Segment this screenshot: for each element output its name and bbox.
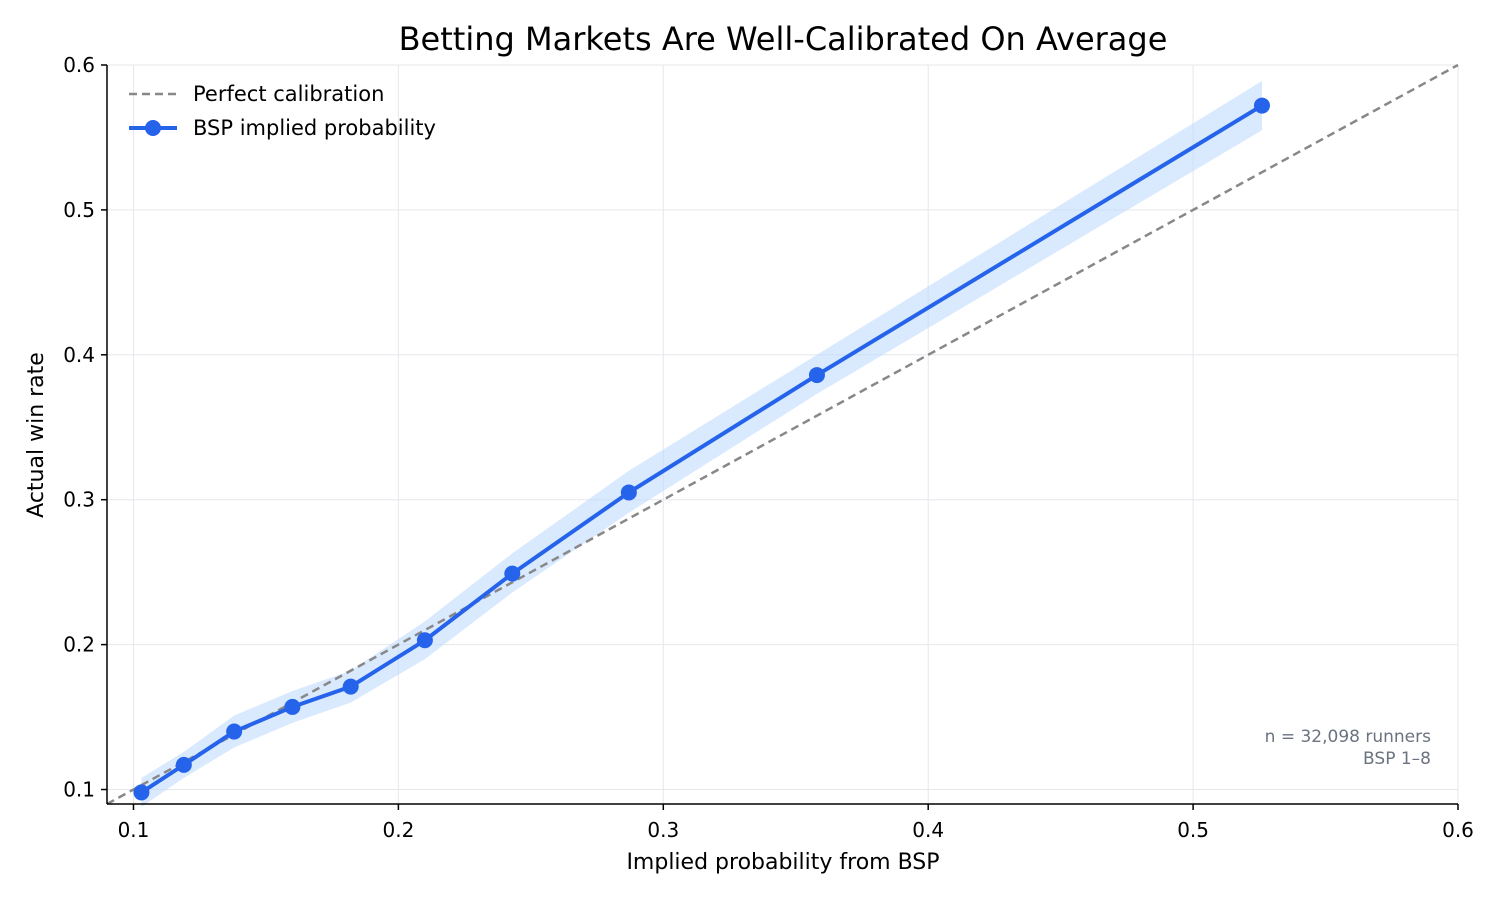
perfect-calibration-line xyxy=(106,63,1459,806)
annotation-sample-size: n = 32,098 runners xyxy=(1265,727,1431,747)
x-tick-label: 0.5 xyxy=(1177,818,1209,842)
x-tick-label: 0.2 xyxy=(382,818,414,842)
bsp-data-point xyxy=(504,565,521,582)
y-tick-label: 0.5 xyxy=(63,198,95,222)
bsp-data-point xyxy=(226,723,243,740)
y-tick-label: 0.1 xyxy=(63,778,95,802)
bsp-data-point xyxy=(133,784,150,801)
legend-perfect-calibration-label: Perfect calibration xyxy=(193,82,384,106)
x-axis-label: Implied probability from BSP xyxy=(626,850,939,875)
bsp-data-point xyxy=(808,367,825,384)
grid-layer xyxy=(107,64,1459,804)
tick-layer: 0.1 0.2 0.3 0.4 0.5 0.6 0.1 0.2 0.3 0.4 0.5 0.6 xyxy=(63,53,1474,842)
bsp-series-line xyxy=(140,103,1264,795)
axes-layer xyxy=(106,65,1458,805)
chart-title: Betting Markets Are Well-Calibrated On A… xyxy=(399,20,1168,58)
legend-bsp-label: BSP implied probability xyxy=(193,116,436,140)
bsp-data-point xyxy=(620,484,637,501)
bsp-data-point xyxy=(1253,97,1270,114)
annotation-bsp-range: BSP 1–8 xyxy=(1363,749,1431,769)
bsp-data-point xyxy=(342,678,359,695)
line-layer xyxy=(106,63,1459,806)
x-tick-label: 0.4 xyxy=(912,818,944,842)
bsp-data-point xyxy=(175,756,192,773)
y-tick-label: 0.4 xyxy=(63,343,95,367)
bsp-data-point xyxy=(284,698,301,715)
legend: Perfect calibration BSP implied probabil… xyxy=(129,82,436,140)
x-tick-label: 0.3 xyxy=(647,818,679,842)
y-axis-label: Actual win rate xyxy=(24,352,49,518)
y-tick-label: 0.2 xyxy=(63,633,95,657)
legend-bsp-swatch-marker xyxy=(145,120,161,136)
y-tick-label: 0.6 xyxy=(63,53,95,77)
confidence-band xyxy=(141,80,1262,807)
x-tick-label: 0.1 xyxy=(118,818,150,842)
confidence-band-layer xyxy=(141,80,1262,807)
x-tick-label: 0.6 xyxy=(1442,818,1474,842)
bsp-data-point xyxy=(416,632,433,649)
y-tick-label: 0.3 xyxy=(63,488,95,512)
